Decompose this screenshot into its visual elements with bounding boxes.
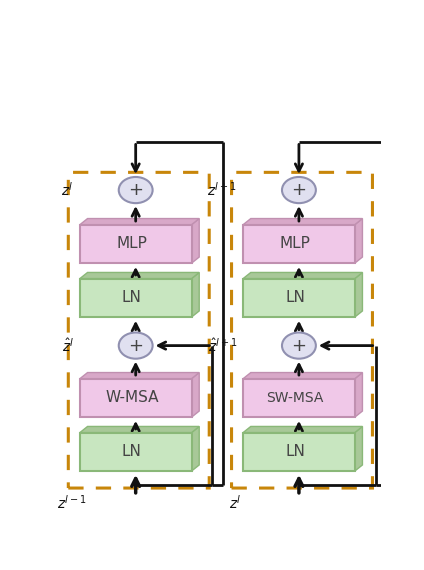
- Ellipse shape: [282, 177, 316, 203]
- Polygon shape: [192, 218, 199, 263]
- Polygon shape: [80, 218, 199, 225]
- FancyBboxPatch shape: [243, 279, 355, 317]
- Text: $\hat{z}^l$: $\hat{z}^l$: [61, 337, 74, 355]
- Text: W-MSA: W-MSA: [105, 390, 159, 405]
- Polygon shape: [243, 272, 363, 279]
- FancyBboxPatch shape: [80, 225, 192, 263]
- Text: $\hat{z}^{l+1}$: $\hat{z}^{l+1}$: [208, 337, 237, 355]
- Polygon shape: [192, 373, 199, 417]
- Text: MLP: MLP: [117, 237, 147, 251]
- Text: SW-MSA: SW-MSA: [266, 391, 324, 405]
- Text: $z^{l+1}$: $z^{l+1}$: [207, 181, 237, 199]
- Text: $z^{l-1}$: $z^{l-1}$: [57, 494, 87, 512]
- FancyBboxPatch shape: [80, 279, 192, 317]
- Text: MLP: MLP: [280, 237, 310, 251]
- FancyBboxPatch shape: [243, 433, 355, 471]
- Text: +: +: [128, 337, 143, 355]
- Text: $z^l$: $z^l$: [229, 494, 242, 512]
- Polygon shape: [243, 218, 363, 225]
- Text: LN: LN: [285, 445, 305, 459]
- Polygon shape: [80, 373, 199, 378]
- Text: LN: LN: [122, 290, 142, 306]
- Polygon shape: [355, 218, 363, 263]
- Polygon shape: [192, 426, 199, 471]
- FancyBboxPatch shape: [243, 378, 355, 417]
- FancyBboxPatch shape: [80, 433, 192, 471]
- Polygon shape: [80, 426, 199, 433]
- Polygon shape: [355, 373, 363, 417]
- Polygon shape: [355, 272, 363, 317]
- Ellipse shape: [119, 177, 153, 203]
- Text: +: +: [291, 337, 307, 355]
- Polygon shape: [80, 272, 199, 279]
- Text: LN: LN: [285, 290, 305, 306]
- Text: +: +: [128, 181, 143, 199]
- Polygon shape: [192, 272, 199, 317]
- Polygon shape: [355, 426, 363, 471]
- Ellipse shape: [282, 332, 316, 359]
- Polygon shape: [243, 373, 363, 378]
- Text: +: +: [291, 181, 307, 199]
- Ellipse shape: [119, 332, 153, 359]
- Text: $z^l$: $z^l$: [61, 181, 74, 199]
- Polygon shape: [243, 426, 363, 433]
- Text: LN: LN: [122, 445, 142, 459]
- FancyBboxPatch shape: [243, 225, 355, 263]
- FancyBboxPatch shape: [80, 378, 192, 417]
